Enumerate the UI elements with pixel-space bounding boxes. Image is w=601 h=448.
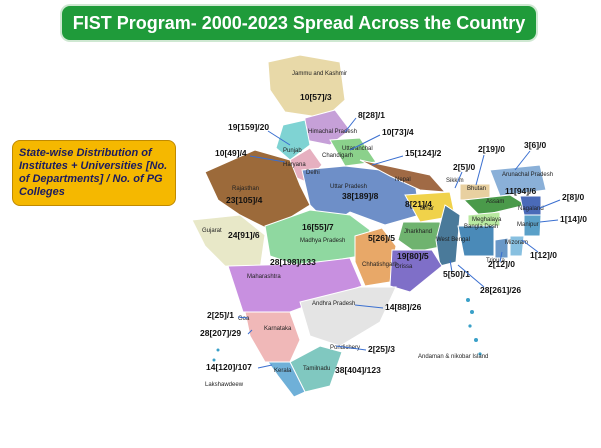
- arrow: [354, 304, 384, 309]
- stat-label: 2[25]/1: [207, 310, 234, 320]
- stat-label: 5[50]/1: [443, 269, 470, 279]
- stat-label: 1[14]/0: [560, 214, 587, 224]
- region-label: Uttar Pradesh: [330, 184, 367, 190]
- arrow: [344, 117, 357, 133]
- region-label: Rajasthan: [232, 186, 259, 192]
- arrow: [521, 239, 539, 253]
- region-label: Chhatishgarh: [362, 262, 398, 268]
- arrow: [335, 345, 367, 351]
- region-label: Bihar: [420, 206, 434, 212]
- stat-label: 2[19]/0: [478, 144, 505, 154]
- region-label: Arunachal Pradesh: [502, 172, 553, 178]
- title: FIST Program- 2000-2023 Spread Across th…: [62, 6, 536, 40]
- stat-label: 14[88]/26: [385, 302, 422, 312]
- arrow: [267, 130, 291, 146]
- stat-label: 10[49]/4: [215, 148, 247, 158]
- stat-label: 28[207]/29: [200, 328, 241, 338]
- stat-label: 2[25]/3: [368, 344, 395, 354]
- arrow: [249, 155, 286, 163]
- region-label: Mizoram: [505, 240, 528, 246]
- region-label: Jammu and Kashmir: [292, 71, 347, 77]
- region-label: Bangla Desh: [464, 224, 498, 230]
- region-label: Nagaland: [518, 206, 544, 212]
- region-label: Gujarat: [202, 228, 222, 234]
- region-label: Andaman & nikobar Island: [418, 354, 488, 360]
- region-label: Haryana: [283, 162, 306, 168]
- arrow: [237, 316, 249, 319]
- arrow: [475, 154, 485, 186]
- arrow: [449, 259, 453, 273]
- stat-label: 15[124]/2: [405, 148, 442, 158]
- stat-label: 5[26]/5: [368, 233, 395, 243]
- region-label: Tamilnadu: [303, 366, 330, 372]
- arrow: [457, 264, 485, 288]
- region-label: Kerala: [274, 368, 292, 374]
- stat-label: 19[80]/5: [397, 251, 429, 261]
- region-label: Delhi: [306, 170, 320, 176]
- stat-label: 19[159]/20: [228, 122, 269, 132]
- region-label: Orissa: [395, 264, 413, 270]
- region-label: Karnataka: [264, 326, 292, 332]
- arrow: [371, 155, 404, 166]
- arrow: [539, 219, 559, 223]
- arrow: [539, 199, 561, 209]
- region-label: Tripura: [486, 258, 505, 264]
- region-label: Bhutan: [467, 186, 486, 192]
- stat-label: 28[261]/26: [480, 285, 521, 295]
- region-label: Pondichery: [330, 345, 360, 351]
- arrow: [257, 364, 273, 369]
- region-label: West Bengal: [436, 237, 470, 243]
- region-label: Nepal: [395, 177, 411, 183]
- legend-box: State-wise Distribution of Institutes + …: [12, 140, 176, 206]
- stat-label: 11[94]/6: [505, 186, 536, 196]
- stat-label: 1[12]/0: [530, 250, 557, 260]
- arrow: [514, 150, 531, 171]
- region-label: Goa: [238, 316, 250, 322]
- stat-label: 38[404]/123: [335, 365, 381, 375]
- region-label: Assam: [486, 199, 504, 205]
- region-label: Maharashtra: [247, 274, 281, 280]
- region-label: Chandigarh: [322, 153, 353, 159]
- region-label: Uttaranchal: [342, 146, 373, 152]
- stat-label: 10[57]/3: [300, 92, 332, 102]
- arrow: [349, 134, 381, 151]
- region-label: Himachal Pradesh: [308, 129, 357, 135]
- region-label: Manipur: [517, 222, 539, 228]
- stat-label: 38[189]/8: [342, 191, 379, 201]
- states: [191, 54, 547, 398]
- arrow: [499, 251, 503, 263]
- region-label: Jharkhand: [404, 229, 432, 235]
- arrow: [247, 329, 253, 335]
- stat-label: 28[198]/133: [270, 257, 316, 267]
- stat-label: 10[73]/4: [382, 127, 414, 137]
- region-label: Punjab: [283, 148, 302, 154]
- region-label: Sikkim: [446, 178, 464, 184]
- stat-label: 24[91]/6: [228, 230, 260, 240]
- stat-label: 8[21]/4: [405, 199, 432, 209]
- stat-label: 3[6]/0: [524, 140, 546, 150]
- region-label: Meghalaya: [472, 217, 502, 223]
- stat-label: 16[55]/7: [302, 222, 334, 232]
- arrow: [454, 171, 463, 189]
- region-label: Lakshawdeew: [205, 382, 244, 388]
- stat-label: 2[8]/0: [562, 192, 584, 202]
- stat-label: 23[105]/4: [226, 195, 263, 205]
- region-label: Madhya Pradesh: [300, 238, 345, 244]
- stat-label: 2[12]/0: [488, 259, 515, 269]
- stat-label: 2[5]/0: [453, 162, 475, 172]
- region-label: Andhra Pradesh: [312, 301, 355, 307]
- stat-label: 14[120]/107: [206, 362, 252, 372]
- stat-label: 8[28]/1: [358, 110, 385, 120]
